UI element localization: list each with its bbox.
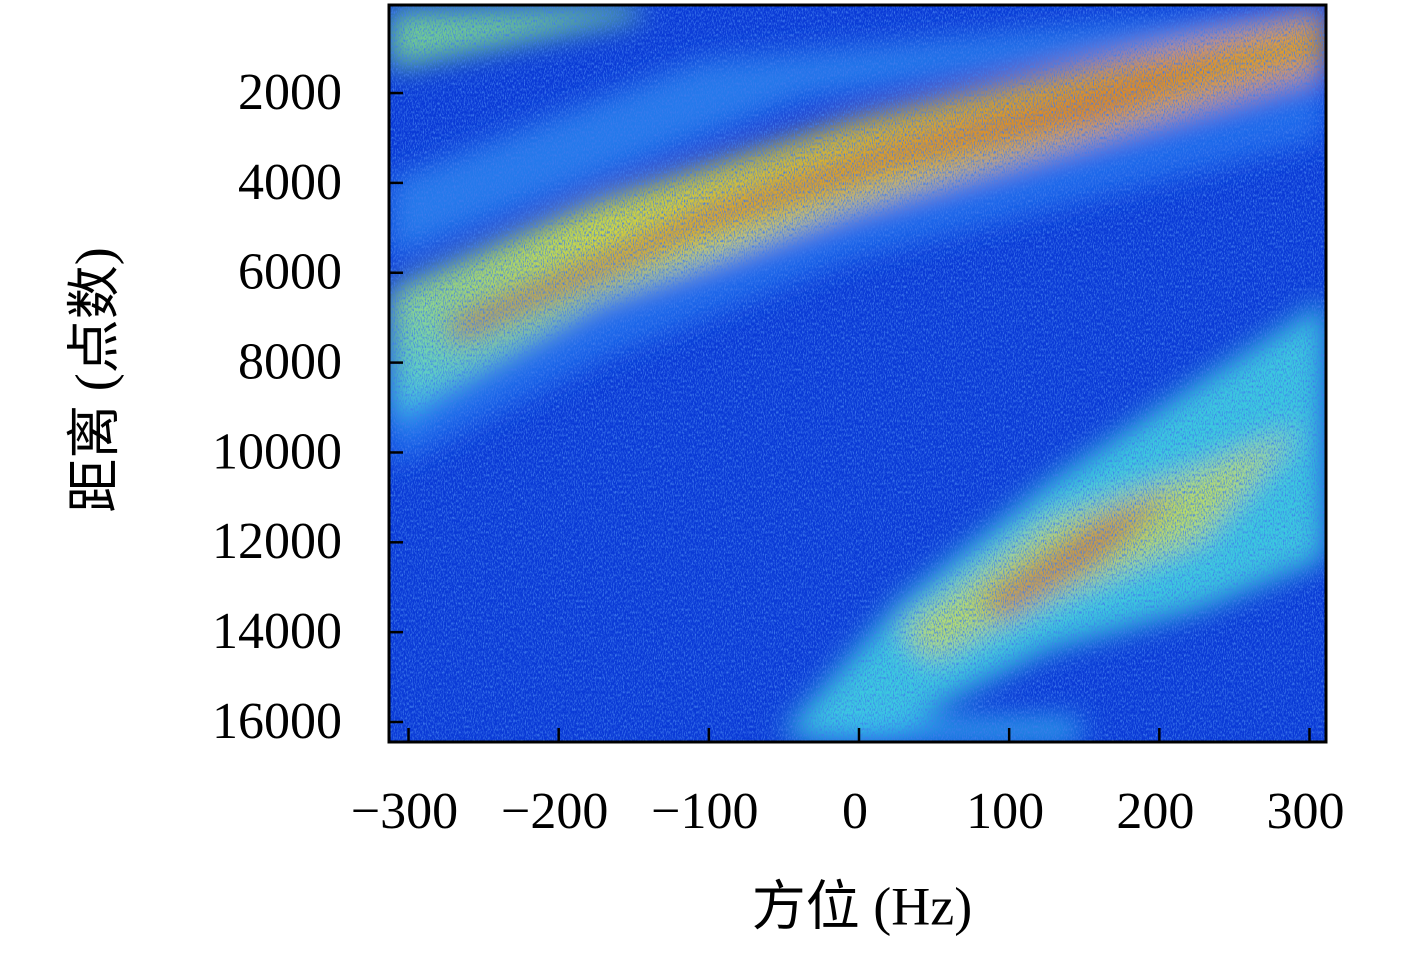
heatmap-image	[389, 5, 1326, 742]
x-axis-label: 方位 (Hz)	[752, 876, 972, 936]
x-tick-label: −100	[651, 783, 758, 840]
y-axis-label: 距离 (点数)	[64, 247, 124, 512]
heatmap-speckle	[389, 5, 1326, 742]
y-tick-label: 14000	[212, 603, 342, 660]
y-tick-label: 4000	[238, 154, 342, 211]
y-tick-label: 10000	[212, 423, 342, 480]
x-tick-label: 100	[966, 783, 1044, 840]
y-tick-label: 8000	[238, 334, 342, 391]
x-tick-label: −200	[501, 783, 608, 840]
x-tick-label: −300	[351, 783, 458, 840]
plot-frame	[387, 3, 1328, 744]
y-tick-label: 6000	[238, 244, 342, 301]
x-tick-label: 0	[842, 783, 868, 840]
x-tick-label: 200	[1116, 783, 1194, 840]
y-tick-label: 12000	[212, 513, 342, 570]
y-tick-label: 16000	[212, 693, 342, 750]
y-tick-label: 2000	[238, 64, 342, 121]
x-tick-label: 300	[1266, 783, 1344, 840]
